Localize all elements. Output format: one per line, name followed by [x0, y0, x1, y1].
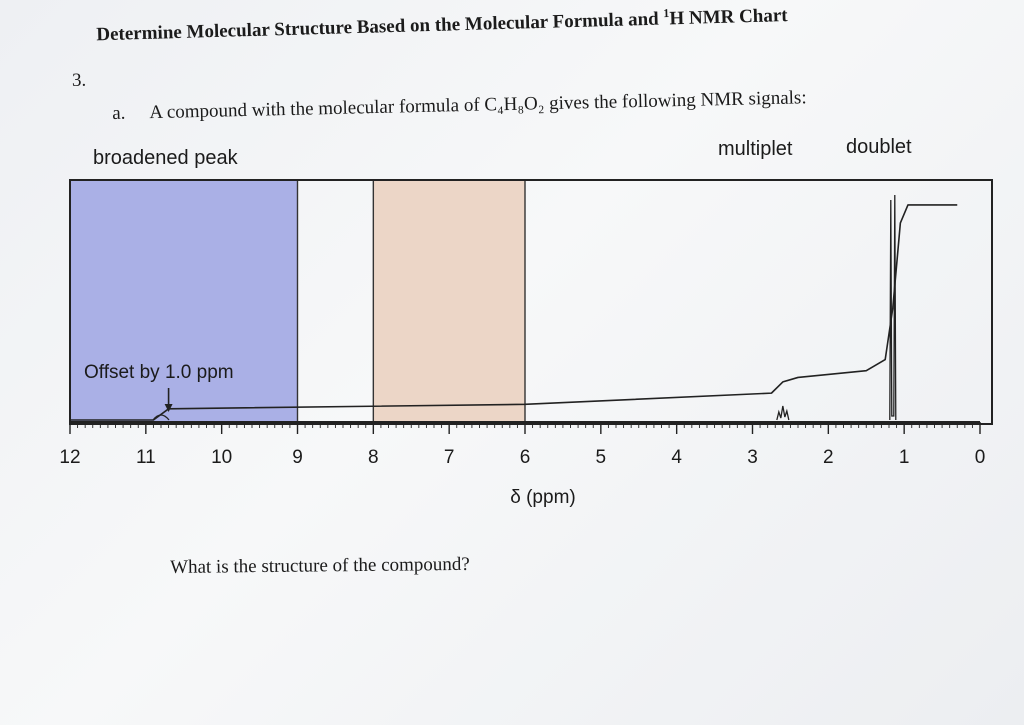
shaded-region-1 — [69, 179, 299, 425]
x-tick-label: 11 — [136, 447, 156, 468]
chart-frame — [69, 179, 993, 425]
structure-question: What is the structure of the compound? — [170, 553, 470, 578]
x-tick-label: 12 — [59, 447, 80, 468]
x-tick-label: 4 — [671, 447, 682, 468]
x-tick-label: 8 — [368, 447, 379, 468]
shaded-region-2 — [372, 179, 526, 425]
offset-annotation: Offset by 1.0 ppm — [84, 362, 234, 412]
x-axis-label: δ (ppm) — [510, 487, 575, 508]
label-doublet: doublet — [846, 136, 912, 158]
peak-3 — [889, 194, 897, 421]
question-number: 3. — [72, 70, 87, 91]
label-multiplet: multiplet — [718, 138, 793, 160]
x-tick-label: 7 — [444, 447, 455, 468]
offset-arrow-head — [164, 404, 173, 412]
x-tick-label: 2 — [823, 447, 834, 468]
offset-annotation-text: Offset by 1.0 ppm — [84, 362, 234, 383]
x-tick-label: 1 — [899, 447, 910, 468]
x-tick-label: 0 — [975, 447, 986, 468]
label-broadened-peak: broadened peak — [93, 147, 238, 169]
x-tick-label: 9 — [292, 447, 303, 468]
peak-1 — [152, 414, 170, 421]
peak-2 — [776, 405, 790, 421]
x-tick-label: 10 — [211, 447, 232, 468]
x-tick-label: 6 — [520, 447, 531, 468]
x-tick-label: 3 — [747, 447, 758, 468]
x-tick-label: 5 — [596, 447, 607, 468]
